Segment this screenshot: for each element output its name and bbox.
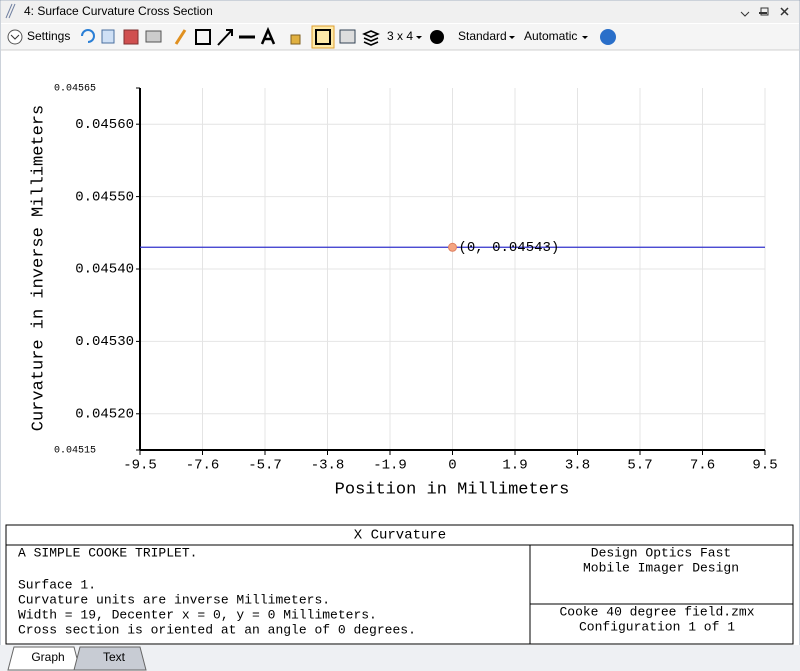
x-tick-label: 3.8 <box>565 458 590 474</box>
automatic-label[interactable]: Automatic <box>524 29 577 43</box>
tabs: Graph Text <box>7 646 147 671</box>
chart: Curvature in inverse Millimeters Positio… <box>29 84 777 500</box>
y-tick-label: 0.04560 <box>75 117 134 133</box>
y-tick-label: 0.04530 <box>75 334 134 350</box>
layout-label[interactable]: 3 x 4 <box>387 29 413 43</box>
info-line: Cross section is oriented at an angle of… <box>18 622 416 637</box>
info-line: Surface 1. <box>18 577 96 592</box>
standard-label[interactable]: Standard <box>458 29 507 43</box>
y-tick-label: 0.04540 <box>75 262 134 278</box>
settings-chevron <box>10 34 20 40</box>
app-icon <box>5 3 16 19</box>
window-title: 4: Surface Curvature Cross Section <box>24 4 213 18</box>
settings-button[interactable] <box>7 29 23 45</box>
info-panel <box>5 524 794 645</box>
x-tick-label: -9.5 <box>123 458 157 474</box>
maximize-button[interactable] <box>760 7 769 16</box>
y-tick-label: 0.04515 <box>54 446 96 457</box>
settings-label[interactable]: Settings <box>27 29 70 43</box>
layers-button[interactable] <box>362 30 380 46</box>
menu-button[interactable] <box>740 11 750 17</box>
y-axis-label: Curvature in inverse Millimeters <box>29 105 48 431</box>
annotation-label: (0, 0.04543) <box>459 240 560 256</box>
refresh-button[interactable] <box>81 29 95 43</box>
copy-button[interactable] <box>101 29 115 44</box>
y-tick-label: 0.04550 <box>75 189 134 205</box>
rotate-button[interactable] <box>430 30 444 44</box>
layout-chevron <box>416 36 422 39</box>
arrow-tool[interactable] <box>217 29 233 46</box>
y-tick-label: 0.04565 <box>54 84 96 95</box>
x-tick-label: -1.9 <box>373 458 407 474</box>
print-button[interactable] <box>145 30 162 43</box>
help-button[interactable] <box>600 29 616 45</box>
x-tick-label: 5.7 <box>627 458 652 474</box>
save-button[interactable] <box>123 29 139 45</box>
x-tick-label: -5.7 <box>248 458 282 474</box>
x-tick-label: 0 <box>448 458 456 474</box>
lock-button[interactable] <box>290 34 301 45</box>
annotation-point[interactable] <box>448 242 457 252</box>
info-heading: X Curvature <box>354 528 446 544</box>
file-line: Configuration 1 of 1 <box>579 619 735 634</box>
tab-label[interactable]: Text <box>103 650 126 664</box>
file-line: Cooke 40 degree field.zmx <box>559 604 754 619</box>
standard-chevron <box>509 36 515 39</box>
zoom-icon <box>315 29 331 45</box>
company-line: Design Optics Fast <box>591 545 731 560</box>
x-tick-label: 1.9 <box>502 458 527 474</box>
automatic-chevron <box>582 36 588 39</box>
info-title: A SIMPLE COOKE TRIPLET. <box>18 545 197 560</box>
close-button[interactable] <box>780 7 789 16</box>
tab[interactable] <box>73 646 147 671</box>
info-line: Curvature units are inverse Millimeters. <box>18 592 330 607</box>
x-tick-label: -3.8 <box>311 458 345 474</box>
title-bar <box>1 1 799 23</box>
rectangle-tool[interactable] <box>195 29 211 45</box>
company-line: Mobile Imager Design <box>583 560 739 575</box>
x-axis-label: Position in Millimeters <box>335 480 570 499</box>
text-tool[interactable] <box>260 26 276 45</box>
info-text: A SIMPLE COOKE TRIPLET. Surface 1.Curvat… <box>18 545 755 637</box>
y-tick-label: 0.04520 <box>75 407 134 423</box>
pencil-tool[interactable] <box>174 29 187 45</box>
zoom-button[interactable] <box>311 25 335 49</box>
x-tick-label: 7.6 <box>690 458 715 474</box>
x-tick-label: 9.5 <box>752 458 777 474</box>
info-line: Width = 19, Decenter x = 0, y = 0 Millim… <box>18 607 377 622</box>
x-tick-label: -7.6 <box>186 458 220 474</box>
window-button[interactable] <box>339 29 356 44</box>
tab-label[interactable]: Graph <box>31 650 64 664</box>
